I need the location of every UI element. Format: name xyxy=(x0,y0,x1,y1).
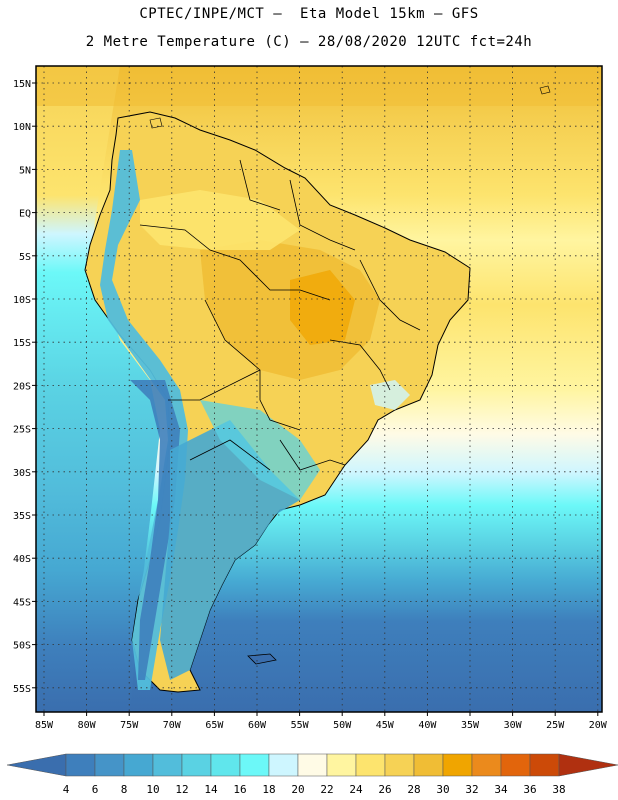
graticule xyxy=(36,66,602,712)
latitude-label: EQ xyxy=(19,209,31,220)
colorbar-swatch xyxy=(181,753,212,777)
colorbar-swatch xyxy=(268,753,299,777)
atlantic-island xyxy=(539,85,551,95)
latitude-label: 10S xyxy=(13,295,31,306)
colorbar-swatch xyxy=(210,753,241,777)
colorbar-label: 36 xyxy=(523,783,536,796)
longitude-label: 45W xyxy=(376,720,395,731)
colorbar-label: 34 xyxy=(494,783,508,796)
map-frame xyxy=(35,65,603,713)
colorbar-swatch xyxy=(123,753,154,777)
colorbar-label: 16 xyxy=(233,783,246,796)
latitude-labels: 15N 10N 5N EQ 5S 10S 15S 20S 25S 30S 35S 40S 45S 50S 5… xyxy=(13,79,36,695)
colorbar-swatch xyxy=(413,753,444,777)
latitude-label: 10N xyxy=(13,122,31,133)
colorbar-label: 24 xyxy=(349,783,363,796)
colorbar-label: 32 xyxy=(465,783,478,796)
colorbar: 4 6 8 10 12 14 16 18 20 22 24 26 28 30 32 34 36 38 xyxy=(6,753,618,796)
longitude-label: 60W xyxy=(248,720,267,731)
colorbar-label: 38 xyxy=(552,783,565,796)
longitude-label: 30W xyxy=(504,720,523,731)
colorbar-label: 4 xyxy=(63,783,70,796)
colorbar-swatch xyxy=(355,753,386,777)
latitude-label: 50S xyxy=(13,641,31,652)
colorbar-swatch xyxy=(239,753,270,777)
falkland-islands xyxy=(247,653,277,665)
latitude-label: 45S xyxy=(13,597,31,608)
colorbar-label: 10 xyxy=(146,783,159,796)
longitude-label: 50W xyxy=(333,720,352,731)
latitude-label: 35S xyxy=(13,511,31,522)
longitude-labels: 85W 80W 75W 70W 65W 60W 55W 50W 45W 40W 35W 30W 25W 2… xyxy=(35,712,608,731)
colorbar-swatch xyxy=(471,753,502,777)
colorbar-label: 14 xyxy=(204,783,218,796)
colorbar-swatch xyxy=(65,753,96,777)
latitude-label: 5S xyxy=(19,252,31,263)
central-argentina-cool xyxy=(200,400,320,500)
map-field xyxy=(36,66,602,712)
colorbar-label: 6 xyxy=(92,783,99,796)
longitude-label: 70W xyxy=(163,720,182,731)
longitude-label: 80W xyxy=(78,720,97,731)
colorbar-swatch xyxy=(558,753,618,777)
longitude-label: 25W xyxy=(546,720,565,731)
colorbar-swatch xyxy=(94,753,125,777)
longitude-label: 40W xyxy=(418,720,437,731)
caribbean-island xyxy=(149,117,163,129)
colorbar-swatch xyxy=(297,753,328,777)
patagonia-cool xyxy=(160,420,300,680)
hottest-interior xyxy=(290,270,355,345)
latitude-label: 40S xyxy=(13,554,31,565)
colorbar-label: 12 xyxy=(175,783,188,796)
colorbar-label: 28 xyxy=(407,783,420,796)
colorbar-label: 8 xyxy=(121,783,128,796)
latitude-label: 55S xyxy=(13,684,31,695)
longitude-label: 55W xyxy=(291,720,310,731)
longitude-label: 85W xyxy=(35,720,54,731)
colorbar-swatch xyxy=(442,753,473,777)
latitude-label: 5N xyxy=(19,165,31,176)
latitude-label: 20S xyxy=(13,381,31,392)
latitude-label: 15S xyxy=(13,338,31,349)
latitude-label: 30S xyxy=(13,468,31,479)
colorbar-label: 30 xyxy=(436,783,449,796)
map-title-line1: CPTEC/INPE/MCT – Eta Model 15km – GFS xyxy=(139,6,479,22)
colorbar-swatch xyxy=(152,753,183,777)
colorbar-label: 26 xyxy=(378,783,391,796)
latitude-label: 15N xyxy=(13,79,31,90)
southeast-coast-cool xyxy=(370,380,410,410)
longitude-label: 35W xyxy=(461,720,480,731)
country-borders xyxy=(139,159,421,471)
longitude-label: 65W xyxy=(205,720,224,731)
colorbar-label: 22 xyxy=(320,783,333,796)
colorbar-label: 18 xyxy=(262,783,275,796)
map-title-line2: 2 Metre Temperature (C) – 28/08/2020 12U… xyxy=(85,34,533,50)
andes-coldest xyxy=(130,380,180,680)
andes-cold-strip xyxy=(100,150,188,690)
colorbar-swatch xyxy=(500,753,531,777)
amazon-region xyxy=(140,190,300,250)
colorbar-swatch xyxy=(326,753,357,777)
longitude-label: 75W xyxy=(120,720,139,731)
colorbar-label: 20 xyxy=(291,783,304,796)
colorbar-swatch xyxy=(6,753,67,777)
caribbean-warm-band xyxy=(36,66,602,106)
colorbar-swatch xyxy=(384,753,415,777)
latitude-label: 25S xyxy=(13,425,31,436)
colorbar-swatch xyxy=(529,753,560,777)
longitude-label: 20W xyxy=(589,720,608,731)
